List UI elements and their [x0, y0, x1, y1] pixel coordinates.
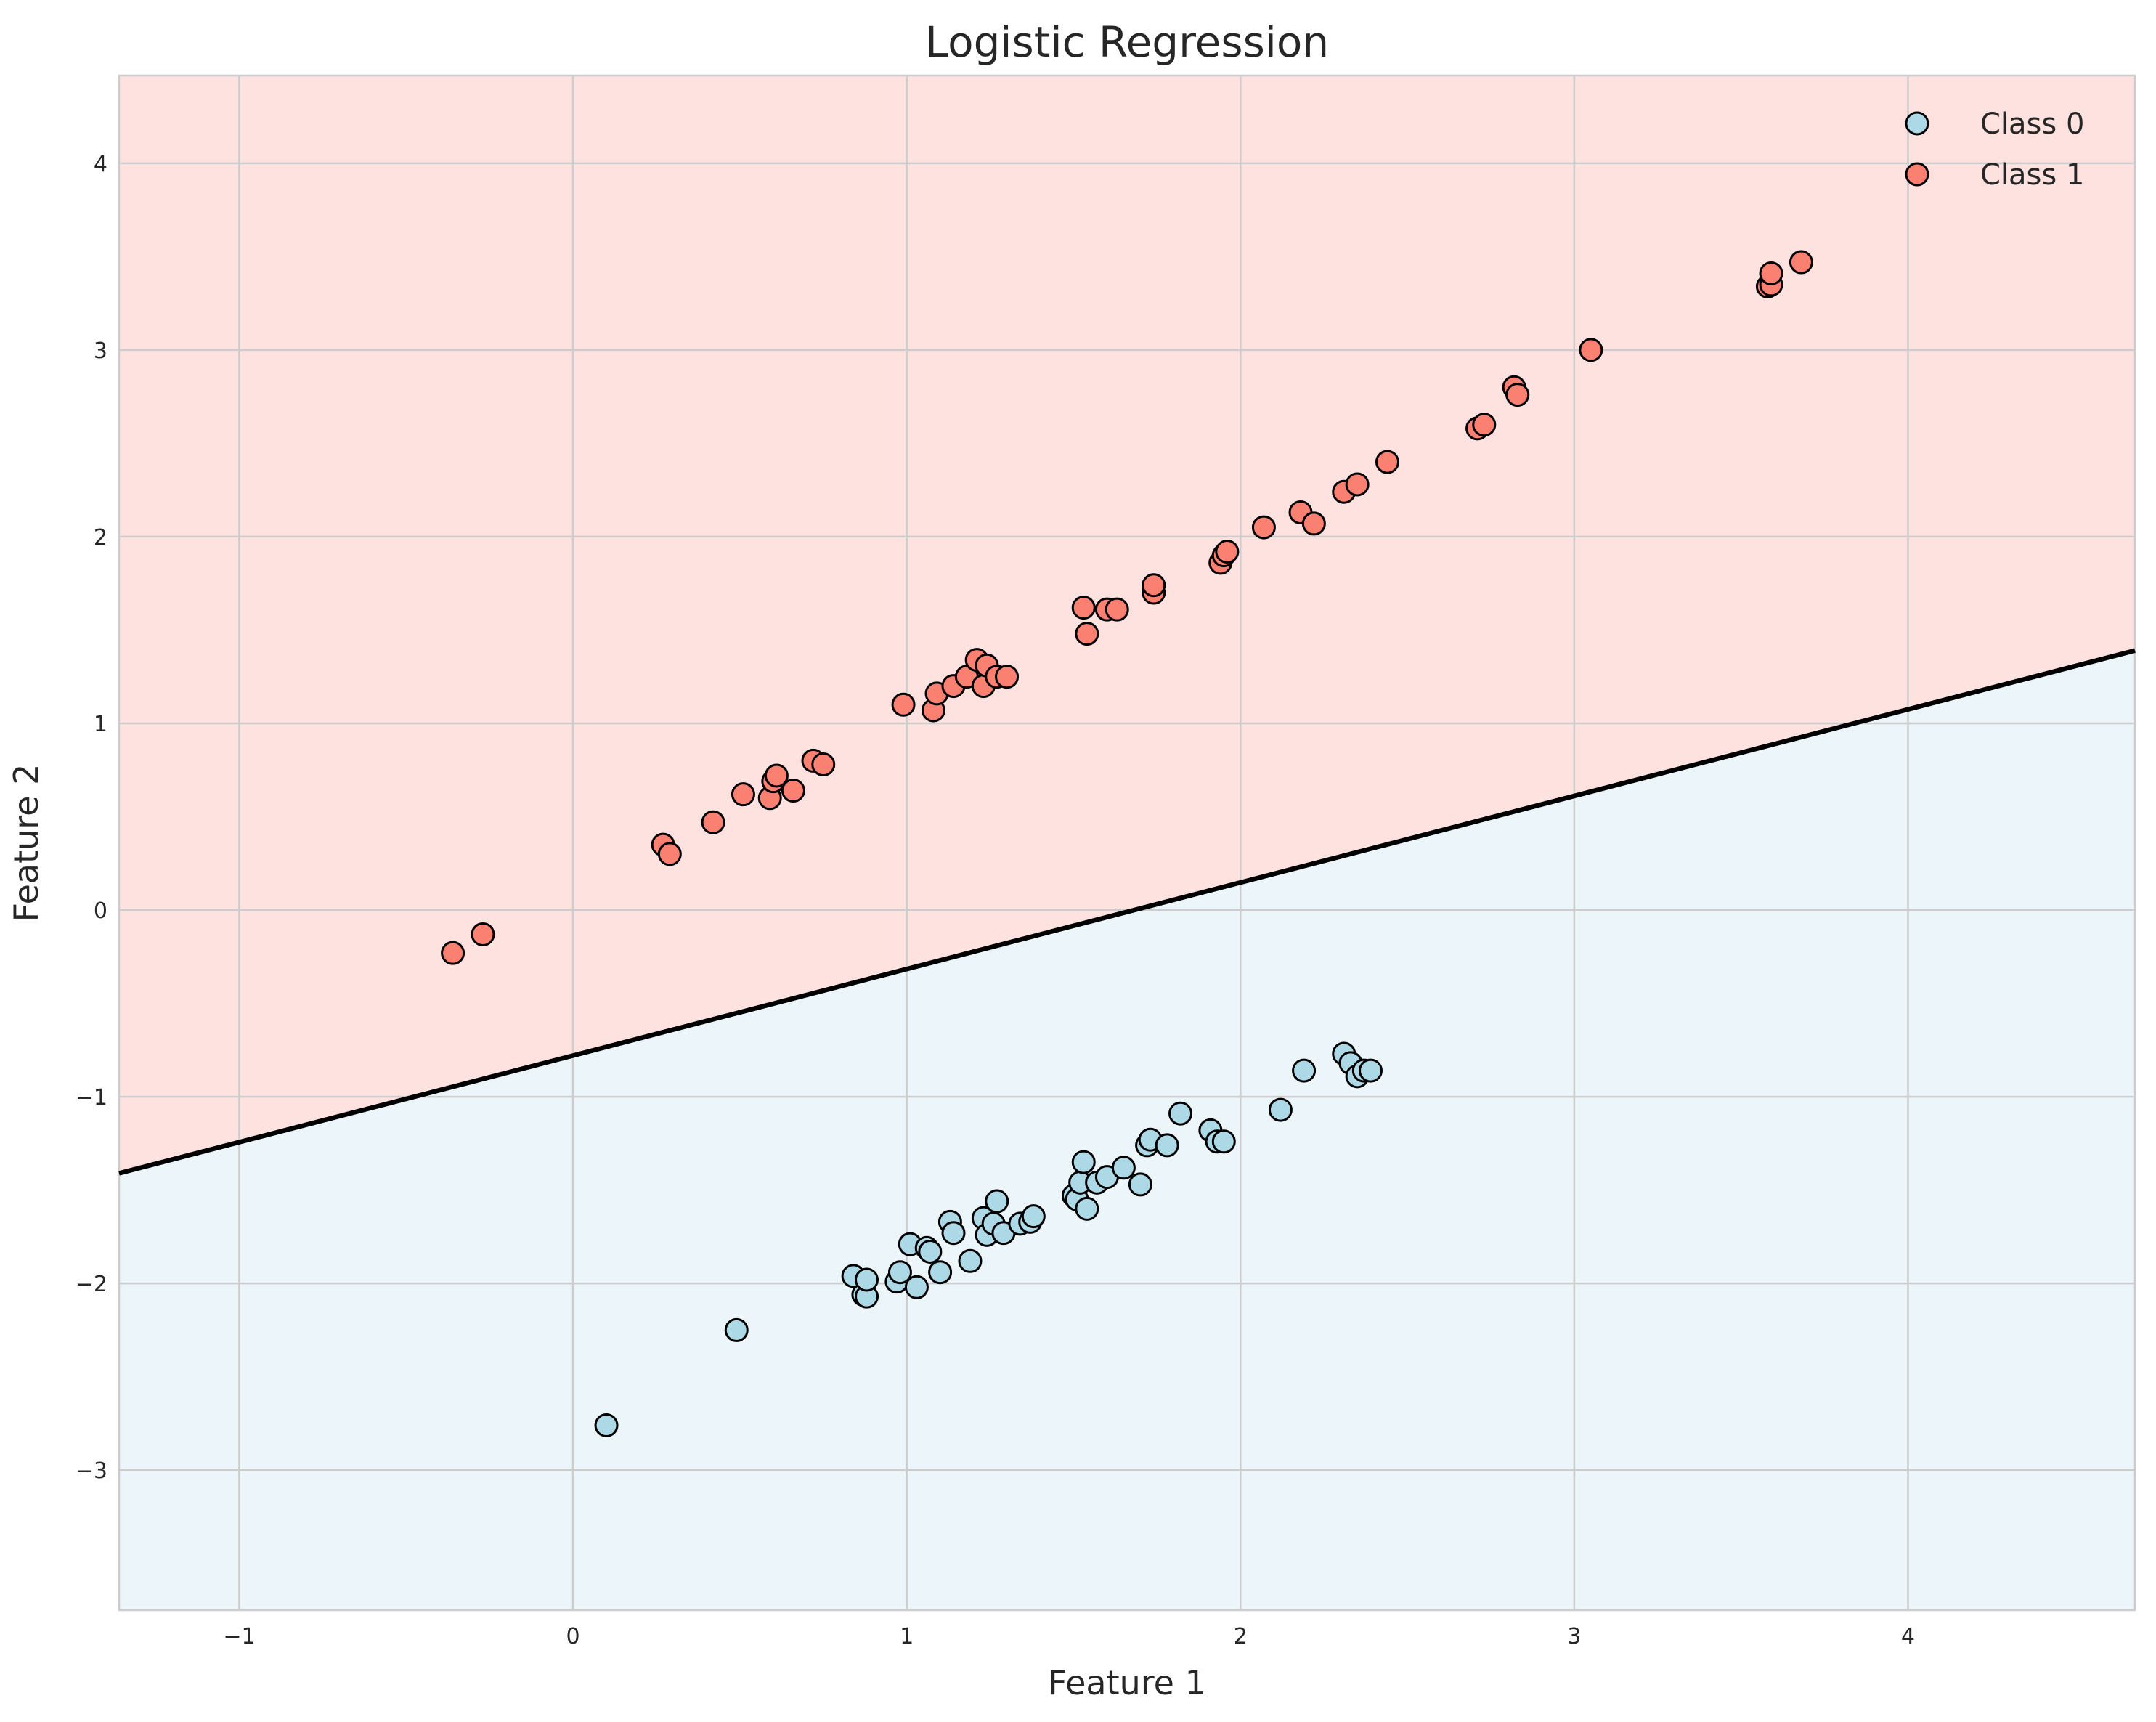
point-class-0 — [1128, 1172, 1152, 1197]
point-class-0 — [928, 1260, 953, 1285]
point-class-1 — [1105, 597, 1129, 622]
class-0-region — [119, 650, 2135, 1610]
point-class-0 — [1075, 1196, 1099, 1221]
point-class-0 — [918, 1239, 943, 1264]
point-class-1 — [1789, 250, 1813, 275]
point-class-1 — [781, 779, 805, 803]
point-class-1 — [471, 922, 495, 946]
y-tick-label: 3 — [94, 338, 107, 364]
point-class-0 — [1168, 1101, 1193, 1126]
y-tick-label: −1 — [76, 1085, 107, 1110]
decision-boundary-line — [118, 648, 2136, 1176]
y-tick-label: 0 — [94, 898, 107, 924]
point-class-1 — [1075, 622, 1099, 646]
point-class-0 — [958, 1248, 983, 1273]
point-class-1 — [995, 665, 1020, 689]
point-class-1 — [701, 810, 725, 834]
point-class-1 — [1505, 383, 1530, 407]
point-class-1 — [764, 763, 789, 788]
point-class-1 — [1579, 338, 1603, 362]
x-tick-label: 2 — [1234, 1624, 1248, 1649]
point-class-1 — [1301, 511, 1326, 536]
point-class-0 — [1211, 1129, 1236, 1154]
point-class-0 — [594, 1413, 619, 1438]
point-class-1 — [1345, 472, 1370, 497]
point-class-0 — [904, 1275, 929, 1299]
y-tick-label: 4 — [94, 152, 107, 177]
point-class-1 — [891, 692, 916, 717]
point-class-1 — [657, 842, 682, 866]
x-axis-label: Feature 1 — [1048, 1663, 1206, 1702]
x-tick-label: 1 — [900, 1624, 914, 1649]
x-tick-label: 4 — [1901, 1624, 1915, 1649]
x-axis-ticks: −1 0 1 2 3 4 — [223, 1624, 1915, 1649]
point-class-0 — [1155, 1133, 1179, 1158]
legend-marker-class-1 — [1905, 162, 1929, 187]
point-class-1 — [441, 941, 465, 965]
y-tick-label: −3 — [76, 1458, 107, 1484]
x-tick-label: 3 — [1567, 1624, 1581, 1649]
grid — [119, 76, 2135, 1610]
y-axis-ticks: −3 −2 −1 0 1 2 3 4 — [76, 152, 107, 1484]
point-class-1 — [811, 752, 836, 777]
y-tick-label: 2 — [94, 525, 107, 551]
point-class-1 — [1142, 573, 1166, 598]
point-class-0 — [1268, 1097, 1293, 1122]
plot-frame — [118, 74, 2136, 1612]
point-class-0 — [1359, 1058, 1383, 1083]
point-class-1 — [1215, 539, 1240, 564]
point-class-1 — [1759, 261, 1783, 285]
point-class-0 — [1071, 1150, 1096, 1174]
point-class-1 — [731, 782, 755, 807]
point-class-1 — [1251, 515, 1276, 540]
x-tick-label: −1 — [223, 1624, 255, 1649]
point-class-1 — [1472, 413, 1497, 437]
point-class-0 — [941, 1221, 966, 1246]
legend-marker-class-0 — [1905, 111, 1929, 136]
point-class-0 — [887, 1260, 912, 1285]
point-class-0 — [1021, 1204, 1046, 1229]
legend: Class 0 Class 1 — [1905, 107, 2084, 192]
point-class-0 — [1292, 1058, 1317, 1083]
y-tick-label: −2 — [76, 1272, 107, 1297]
point-class-0 — [1111, 1156, 1136, 1180]
point-class-0 — [724, 1317, 749, 1342]
point-class-1 — [1375, 450, 1399, 474]
point-class-0 — [855, 1267, 879, 1292]
point-class-1 — [1071, 596, 1096, 620]
point-class-0 — [985, 1189, 1009, 1214]
x-tick-label: 0 — [566, 1624, 580, 1649]
y-axis-label: Feature 2 — [7, 764, 46, 922]
chart-title: Logistic Regression — [925, 17, 1329, 67]
legend-label-class-1: Class 1 — [1980, 158, 2084, 192]
y-tick-label: 1 — [94, 712, 107, 737]
data-points — [441, 250, 1813, 1438]
legend-label-class-0: Class 0 — [1980, 107, 2084, 141]
